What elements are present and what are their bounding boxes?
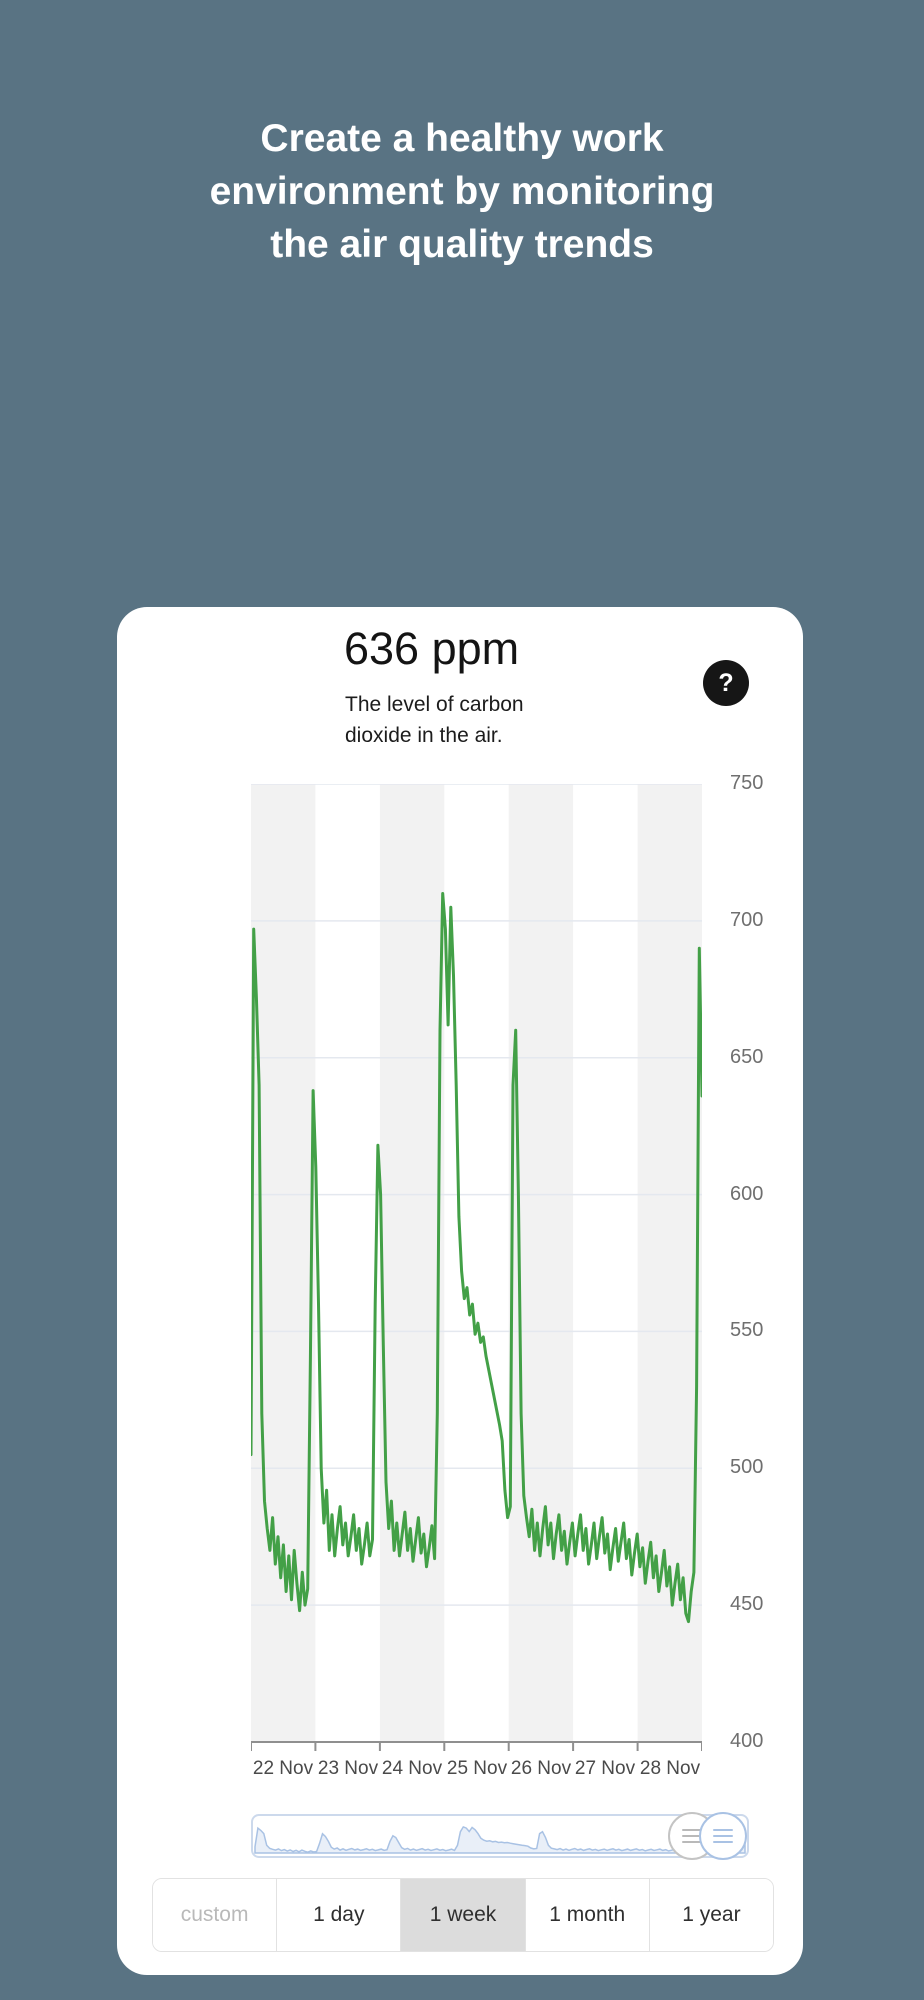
time-range-selector: custom 1 day 1 week 1 month 1 year [152,1878,774,1952]
time-range-1year-button[interactable]: 1 year [648,1879,773,1951]
x-axis-label: 24 Nov [381,1758,443,1779]
x-axis-label: 28 Nov [639,1758,701,1779]
x-axis-label: 25 Nov [446,1758,508,1779]
x-axis-label: 22 Nov [252,1758,314,1779]
time-range-1day-button[interactable]: 1 day [276,1879,401,1951]
time-range-1month-button[interactable]: 1 month [524,1879,649,1951]
x-axis-label: 26 Nov [510,1758,572,1779]
y-axis-label: 600 [730,1183,764,1205]
hero-heading-line: environment by monitoring [209,170,715,213]
time-range-custom-button[interactable]: custom [153,1879,277,1951]
y-axis-label: 750 [730,772,764,794]
y-axis-label: 650 [730,1046,764,1068]
time-range-1week-button[interactable]: 1 week [400,1879,525,1951]
x-axis-label: 23 Nov [317,1758,379,1779]
co2-value: 636 ppm [344,623,520,674]
range-handle-right[interactable] [699,1812,747,1860]
help-button[interactable]: ? [703,660,749,706]
co2-card: 636 ppm The level of carbon dioxide in t… [117,607,803,1975]
co2-description: The level of carbon dioxide in the air. [345,689,524,751]
x-axis-label: 27 Nov [574,1758,636,1779]
y-axis-label: 550 [730,1319,764,1341]
co2-chart-svg[interactable] [251,784,702,1752]
question-mark-icon: ? [718,668,734,697]
time-range-slider[interactable] [251,1814,749,1858]
co2-description-line: The level of carbon [345,693,524,716]
y-axis-label: 450 [730,1593,764,1615]
minimap-svg [254,1825,746,1854]
hero-heading-line: the air quality trends [270,223,654,266]
hero-heading: Create a healthy work environment by mon… [0,112,924,271]
hero-heading-line: Create a healthy work [260,117,664,160]
co2-description-line: dioxide in the air. [345,724,503,747]
y-axis-label: 500 [730,1456,764,1478]
y-axis-label: 400 [730,1730,764,1752]
y-axis-label: 700 [730,909,764,931]
